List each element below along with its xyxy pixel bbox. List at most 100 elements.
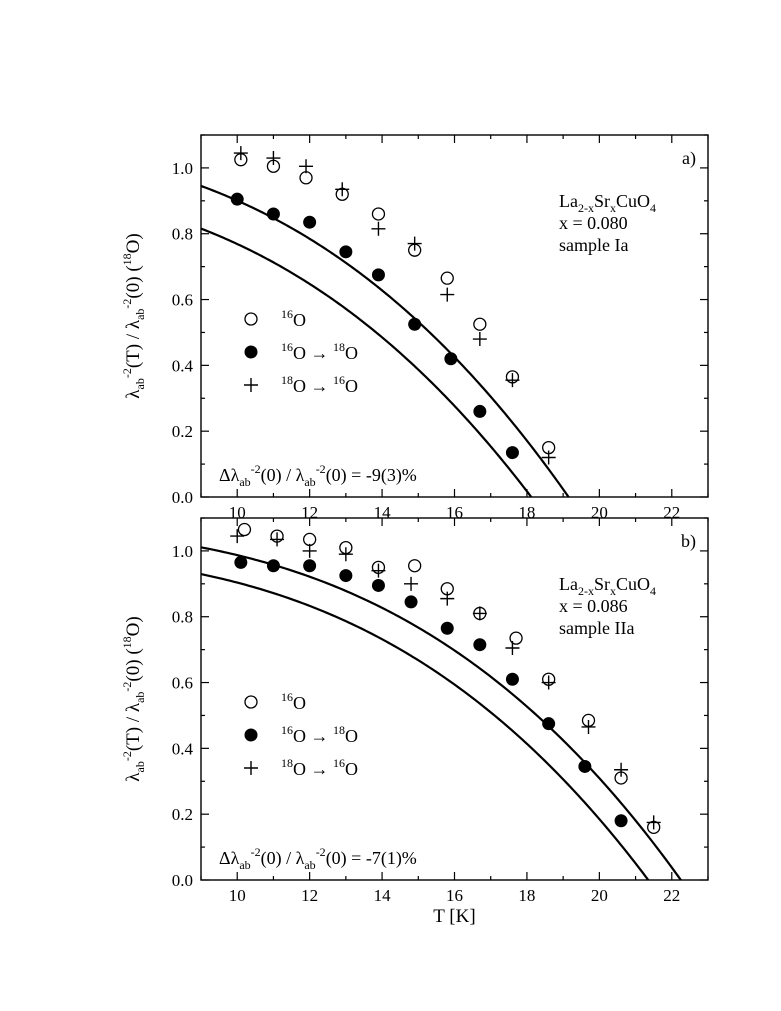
legend-entry: 18O → 16O <box>244 373 358 396</box>
data-point <box>270 532 285 547</box>
data-point <box>230 529 245 544</box>
y-tick-label: 0.0 <box>172 871 193 890</box>
legend-label: 18O → 16O <box>281 373 358 396</box>
data-point <box>578 759 592 773</box>
series-plus <box>230 529 661 830</box>
data-point <box>266 559 280 573</box>
data-point <box>473 404 487 418</box>
x-axis-label: T [K] <box>433 906 475 927</box>
legend-entry: 18O → 16O <box>244 756 358 779</box>
legend-entry: 16O → 18O <box>244 340 358 363</box>
data-point <box>299 159 314 174</box>
data-point <box>541 675 556 690</box>
legend-marker <box>244 312 258 326</box>
legend-entry: 16O <box>244 307 306 330</box>
data-point <box>472 332 487 347</box>
legend-label: 16O <box>281 307 306 330</box>
data-point <box>371 268 385 282</box>
x-tick-label: 16 <box>446 886 463 905</box>
y-tick-label: 0.2 <box>172 422 193 441</box>
x-tick-label: 18 <box>518 503 535 522</box>
data-point <box>505 672 519 686</box>
legend-entry: 16O → 18O <box>244 723 358 746</box>
data-point <box>371 563 386 578</box>
data-point <box>472 606 487 621</box>
formula-label: La2-xSrxCuO4 <box>559 574 656 598</box>
data-point <box>266 207 280 221</box>
y-tick-label: 0.8 <box>172 225 193 244</box>
legend-marker <box>244 378 258 392</box>
data-point <box>444 352 458 366</box>
series-filled-circle <box>234 555 628 828</box>
y-tick-label: 1.0 <box>172 159 193 178</box>
legend-label: 16O → 18O <box>281 340 358 363</box>
data-point <box>404 595 418 609</box>
y-tick-label: 0.0 <box>172 488 193 507</box>
legend-marker <box>244 728 258 742</box>
data-point <box>371 221 386 236</box>
x-tick-label: 16 <box>446 503 463 522</box>
series-open-circle <box>234 153 556 455</box>
doping-label: x = 0.080 <box>559 213 628 233</box>
y-tick-label: 0.6 <box>172 674 193 693</box>
y-tick-label: 0.4 <box>172 739 194 758</box>
fit-curve <box>200 546 682 881</box>
legend-marker <box>244 345 258 359</box>
data-point <box>302 543 317 558</box>
data-point <box>233 146 248 161</box>
data-point <box>371 578 385 592</box>
data-point <box>440 271 454 285</box>
data-point <box>408 559 422 573</box>
panel-label: a) <box>682 148 696 169</box>
y-axis-label: λab-2(T) / λab-2(0) (18O) <box>120 616 147 781</box>
legend-marker <box>244 695 258 709</box>
x-tick-label: 20 <box>591 503 608 522</box>
data-point <box>473 638 487 652</box>
data-point <box>505 446 519 460</box>
legend-label: 16O <box>281 690 306 713</box>
data-point <box>614 814 628 828</box>
panel-b: 10 12 14 16 18 20 22 0.0 0.2 0.4 0.6 0.8 1.0 λab-2(T)… <box>120 517 709 927</box>
data-point <box>302 532 317 547</box>
doping-label: x = 0.086 <box>559 596 628 616</box>
y-tick-label: 0.8 <box>172 608 193 627</box>
data-point <box>505 373 520 388</box>
data-point <box>542 717 556 731</box>
x-tick-label: 22 <box>663 503 680 522</box>
y-tick-label: 0.6 <box>172 291 193 310</box>
y-tick-label: 1.0 <box>172 542 193 561</box>
legend-label: 18O → 16O <box>281 756 358 779</box>
data-point <box>541 450 556 465</box>
series-filled-circle <box>230 192 519 460</box>
data-point <box>505 640 520 655</box>
x-tick-label: 12 <box>301 503 318 522</box>
data-point <box>299 171 313 185</box>
data-point <box>473 317 487 331</box>
delta-lambda-label: Δλab-2(0) / λab-2(0) = -7(1)% <box>219 845 417 872</box>
y-axis-label: λab-2(T) / λab-2(0) (18O) <box>120 233 147 398</box>
series-plus <box>233 146 556 465</box>
delta-lambda-label: Δλab-2(0) / λab-2(0) = -9(3)% <box>219 462 417 489</box>
data-point <box>408 317 422 331</box>
data-point <box>440 621 454 635</box>
legend-marker <box>244 761 258 775</box>
x-tick-label: 18 <box>518 886 535 905</box>
x-tick-label: 20 <box>591 886 608 905</box>
plot-frame <box>200 134 709 498</box>
series-open-circle <box>237 522 661 834</box>
sample-label: sample IIa <box>559 618 634 638</box>
sample-label: sample Ia <box>559 235 628 255</box>
data-point <box>303 215 317 229</box>
data-point <box>404 576 419 591</box>
data-point <box>407 236 422 251</box>
y-tick-label: 0.4 <box>172 356 194 375</box>
x-tick-label: 14 <box>374 886 392 905</box>
data-point <box>581 719 596 734</box>
x-tick-label: 10 <box>229 503 246 522</box>
data-point <box>237 522 252 537</box>
legend-entry: 16O <box>244 690 306 713</box>
plot-frame <box>200 517 709 881</box>
data-point <box>303 559 317 573</box>
x-tick-label: 12 <box>301 886 318 905</box>
